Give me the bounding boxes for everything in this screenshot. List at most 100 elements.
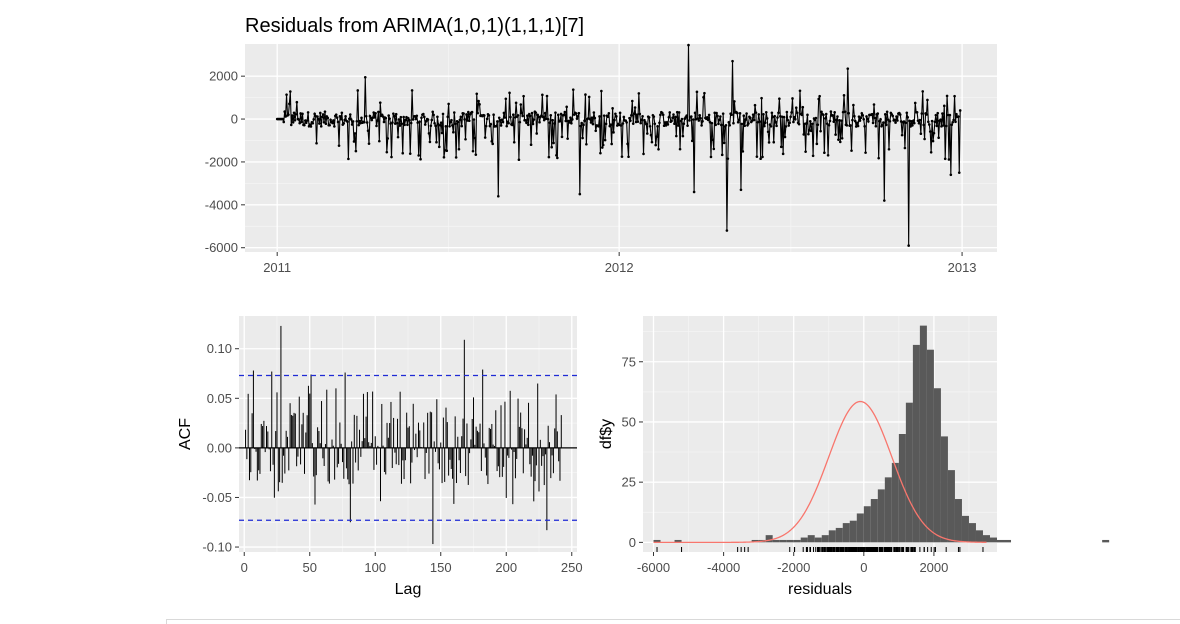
normal-density-curve: [653, 400, 987, 544]
residual-point: [429, 124, 433, 128]
residual-point: [490, 140, 494, 143]
residual-point: [615, 115, 618, 118]
residual-point: [281, 117, 285, 121]
residual-point: [737, 118, 741, 122]
residual-point: [599, 151, 602, 155]
residual-point: [318, 122, 321, 125]
residual-point: [448, 125, 451, 128]
residual-point: [823, 151, 826, 155]
residual-point: [319, 125, 323, 128]
histogram-bar: [856, 513, 864, 543]
residual-point: [549, 114, 553, 117]
residual-point: [467, 110, 470, 114]
residual-point: [348, 113, 352, 116]
y-tick-label: 2000: [209, 69, 238, 84]
residual-point: [304, 119, 307, 122]
residual-point: [849, 124, 852, 127]
residual-point: [317, 117, 320, 121]
residual-point: [552, 141, 555, 145]
residual-point: [367, 142, 371, 145]
residual-point: [833, 111, 836, 114]
residual-point: [456, 120, 460, 124]
residual-point: [470, 110, 474, 114]
residual-point: [839, 119, 843, 122]
residual-point: [587, 95, 591, 99]
residual-point: [363, 75, 367, 79]
x-tick-label: 2000: [919, 560, 948, 575]
residual-point: [686, 124, 689, 127]
histogram-bar: [863, 506, 871, 543]
residual-point: [611, 107, 614, 110]
histogram-bar: [849, 520, 857, 543]
residual-point: [538, 120, 541, 124]
residual-point: [625, 121, 628, 124]
residual-point: [798, 89, 802, 93]
residual-point: [903, 146, 907, 150]
residual-point: [927, 120, 930, 124]
y-axis-label: df$y: [598, 419, 615, 449]
residual-point: [696, 117, 700, 120]
residual-point: [837, 138, 840, 141]
residual-point: [874, 124, 878, 128]
residual-point: [526, 114, 529, 117]
page-bottom-edge: [166, 619, 1180, 624]
residual-point: [447, 102, 450, 106]
residual-point: [882, 121, 885, 124]
residual-point: [465, 113, 468, 116]
residual-point: [588, 117, 592, 121]
residual-point: [652, 115, 656, 118]
residual-point: [831, 114, 835, 117]
residual-point: [320, 115, 324, 119]
residual-point: [753, 103, 757, 107]
residual-point: [663, 121, 667, 124]
residual-point: [954, 120, 957, 124]
y-tick-label: 50: [622, 414, 636, 429]
residual-point: [935, 124, 939, 128]
residual-point: [759, 157, 762, 161]
residual-point: [781, 152, 785, 156]
residual-point: [649, 133, 653, 137]
residual-point: [934, 113, 938, 117]
residual-point: [725, 229, 729, 232]
residual-point: [784, 125, 788, 128]
residual-point: [453, 122, 457, 126]
residual-point: [597, 125, 600, 128]
residual-point: [512, 140, 516, 144]
residual-point: [843, 110, 847, 114]
residual-point: [645, 122, 648, 126]
chart-title: Residuals from ARIMA(1,0,1)(1,1,1)[7]: [245, 15, 584, 37]
residual-point: [930, 119, 934, 123]
residual-point: [436, 115, 439, 119]
residual-point: [797, 122, 801, 126]
residual-point: [912, 119, 915, 123]
residual-point: [622, 115, 626, 119]
residual-point: [574, 112, 578, 115]
residual-point: [629, 119, 632, 122]
residual-point: [795, 111, 799, 115]
residual-point: [609, 123, 613, 127]
residual-point: [452, 111, 456, 114]
residual-point: [351, 120, 355, 123]
residual-point: [871, 121, 875, 125]
residual-point: [313, 112, 316, 116]
residual-point: [551, 118, 554, 122]
residual-point: [358, 119, 361, 123]
residual-point: [642, 152, 645, 156]
residual-point: [285, 93, 288, 96]
histogram-bar: [828, 530, 836, 543]
residual-point: [674, 115, 677, 119]
residual-point: [673, 122, 676, 126]
acf-bars: [245, 325, 564, 545]
residual-point: [635, 113, 639, 116]
residual-point: [814, 116, 818, 120]
residual-point: [298, 121, 301, 125]
residual-point: [912, 121, 916, 125]
residual-point: [942, 124, 945, 127]
residual-point: [834, 133, 837, 136]
residual-point: [774, 120, 777, 124]
residual-point: [738, 112, 742, 115]
residual-point: [777, 111, 780, 115]
residual-point: [767, 141, 771, 144]
histogram-bar: [884, 477, 892, 543]
residual-point: [434, 124, 437, 127]
